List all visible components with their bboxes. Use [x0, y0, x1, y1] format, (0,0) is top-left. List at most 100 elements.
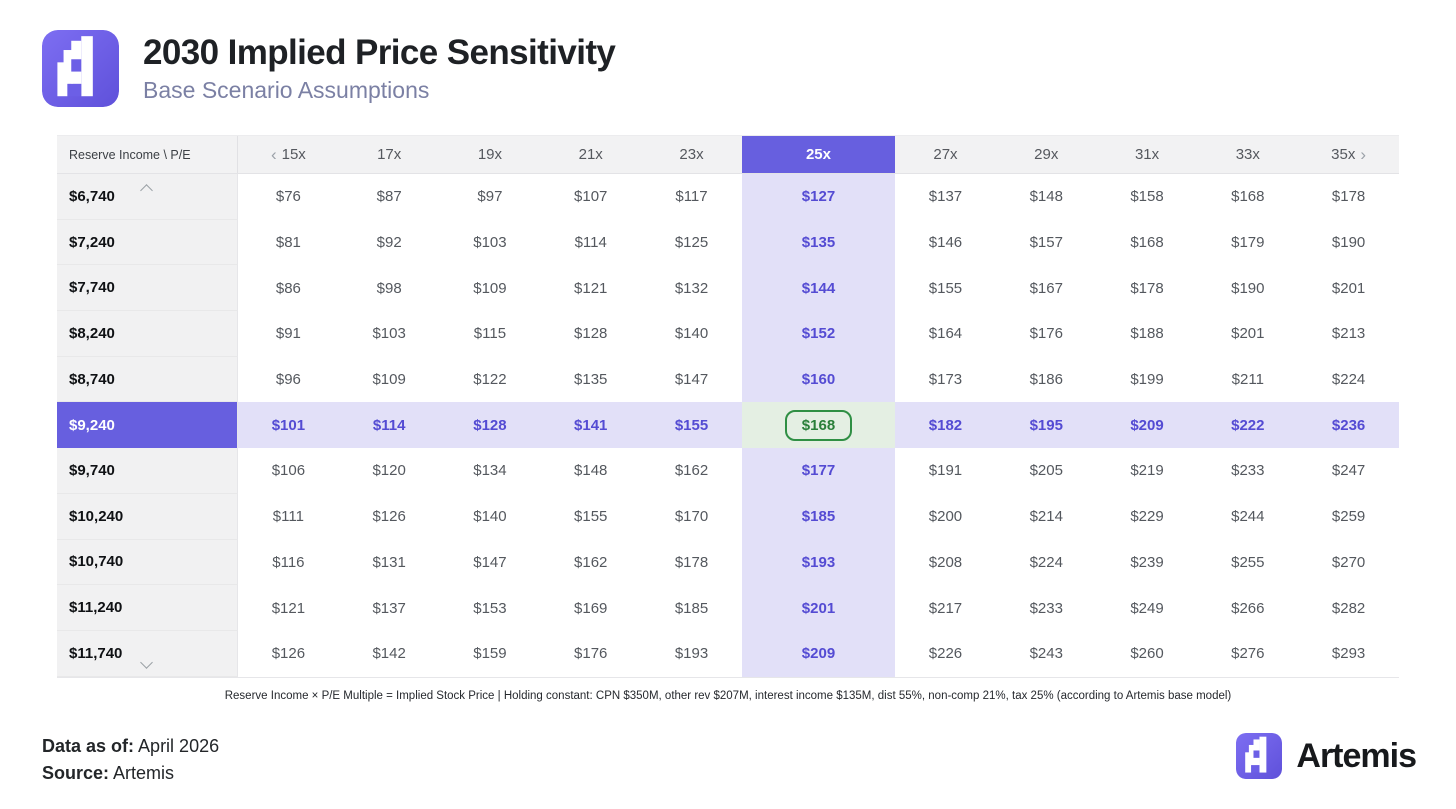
table-cell[interactable]: $134 [473, 462, 507, 480]
table-cell[interactable]: $97 [477, 188, 503, 206]
table-cell[interactable]: $122 [473, 371, 507, 389]
table-cell[interactable]: $159 [473, 645, 507, 663]
table-cell[interactable]: $270 [1331, 553, 1366, 571]
table-cell[interactable]: $128 [574, 325, 608, 343]
table-cell[interactable]: $114 [338, 402, 440, 449]
column-header-31x[interactable]: 31x [1097, 136, 1198, 173]
table-cell[interactable]: $193 [674, 645, 709, 663]
table-cell[interactable]: $168 [1231, 188, 1265, 206]
table-cell[interactable]: $219 [1130, 462, 1164, 480]
table-cell[interactable]: $236 [1298, 402, 1399, 449]
table-cell[interactable]: $188 [1130, 325, 1164, 343]
table-cell[interactable]: $259 [1331, 508, 1366, 526]
column-header-29x[interactable]: 29x [996, 136, 1097, 173]
table-cell[interactable]: $226 [928, 645, 963, 663]
table-cell[interactable]: $213 [1331, 325, 1366, 343]
table-cell[interactable]: $137 [928, 188, 963, 206]
table-cell[interactable]: $208 [928, 553, 963, 571]
table-cell[interactable]: $185 [674, 599, 709, 617]
row-label-10740[interactable]: $10,740 [57, 539, 238, 586]
table-cell[interactable]: $162 [674, 462, 709, 480]
table-cell[interactable]: $243 [1029, 645, 1063, 663]
table-cell[interactable]: $121 [271, 599, 306, 617]
table-cell[interactable]: $152 [741, 311, 896, 357]
table-cell[interactable]: $137 [372, 599, 406, 617]
column-header-19x[interactable]: 19x [440, 136, 541, 173]
table-cell[interactable]: $87 [376, 188, 402, 206]
table-cell[interactable]: $103 [473, 234, 507, 252]
table-cell[interactable]: $249 [1130, 599, 1164, 617]
table-cell[interactable]: $114 [574, 234, 607, 252]
table-cell[interactable]: $247 [1331, 462, 1366, 480]
table-cell[interactable]: $148 [1029, 188, 1063, 206]
table-cell[interactable]: $185 [741, 493, 896, 540]
table-cell[interactable]: $193 [741, 539, 896, 586]
table-cell[interactable]: $239 [1130, 553, 1164, 571]
table-cell[interactable]: $147 [674, 371, 709, 389]
table-cell[interactable]: $142 [372, 645, 406, 663]
table-cell[interactable]: $205 [1029, 462, 1063, 480]
row-label-11240[interactable]: $11,240 [57, 585, 238, 631]
table-cell[interactable]: $127 [741, 174, 896, 220]
table-cell[interactable]: $103 [372, 325, 406, 343]
table-cell[interactable]: $146 [928, 234, 963, 252]
table-cell[interactable]: $176 [1029, 325, 1063, 343]
table-cell[interactable]: $126 [271, 645, 306, 663]
table-cell[interactable]: $170 [674, 508, 709, 526]
row-label-8740[interactable]: $8,740 [57, 356, 238, 403]
row-label-8240[interactable]: $8,240 [57, 311, 238, 357]
table-cell[interactable]: $128 [439, 402, 541, 449]
column-header-21x[interactable]: 21x [540, 136, 641, 173]
table-cell[interactable]: $98 [376, 279, 402, 297]
row-label-6740[interactable]: $6,740 [57, 174, 238, 220]
table-cell[interactable]: $107 [574, 188, 608, 206]
table-cell[interactable]: $126 [372, 508, 406, 526]
column-header-15x[interactable]: ‹ 15x [238, 136, 339, 173]
table-cell[interactable]: $111 [272, 508, 304, 526]
table-cell[interactable]: $96 [275, 371, 301, 389]
table-cell[interactable]: $276 [1231, 645, 1265, 663]
table-cell[interactable]: $209 [1096, 402, 1198, 449]
table-cell[interactable]: $195 [995, 402, 1097, 449]
table-cell[interactable]: $190 [1231, 279, 1265, 297]
table-cell[interactable]: $158 [1130, 188, 1164, 206]
table-cell[interactable]: $109 [473, 279, 507, 297]
table-cell[interactable]: $260 [1130, 645, 1164, 663]
table-cell[interactable]: $222 [1197, 402, 1299, 449]
table-cell[interactable]: $132 [674, 279, 709, 297]
row-label-11740[interactable]: $11,740 [57, 630, 238, 677]
table-cell[interactable]: $91 [275, 325, 301, 343]
table-cell[interactable]: $157 [1029, 234, 1063, 252]
column-header-17x[interactable]: 17x [339, 136, 440, 173]
table-cell[interactable]: $148 [574, 462, 608, 480]
table-cell[interactable]: $191 [928, 462, 963, 480]
table-cell[interactable]: $201 [741, 585, 896, 631]
table-cell[interactable]: $131 [372, 553, 406, 571]
table-cell[interactable]: $101 [238, 402, 339, 449]
table-cell[interactable]: $109 [372, 371, 406, 389]
column-header-23x[interactable]: 23x [641, 136, 742, 173]
table-cell[interactable]: $255 [1231, 553, 1265, 571]
table-cell[interactable]: $147 [473, 553, 507, 571]
table-cell[interactable]: $160 [741, 356, 896, 403]
row-label-9740[interactable]: $9,740 [57, 448, 238, 494]
table-cell[interactable]: $282 [1331, 599, 1366, 617]
table-cell[interactable]: $201 [1331, 279, 1366, 297]
table-cell[interactable]: $164 [928, 325, 963, 343]
table-cell[interactable]: $177 [741, 448, 896, 494]
table-cell[interactable]: $168 [1130, 234, 1164, 252]
table-cell[interactable]: $141 [540, 402, 642, 449]
table-cell[interactable]: $155 [928, 279, 963, 297]
table-cell[interactable]: $209 [741, 630, 896, 677]
table-cell[interactable]: $135 [574, 371, 608, 389]
table-cell[interactable]: $81 [275, 234, 301, 252]
table-cell[interactable]: $169 [574, 599, 608, 617]
table-cell[interactable]: $155 [574, 508, 608, 526]
table-cell[interactable]: $117 [675, 188, 708, 206]
highlighted-cell[interactable]: $168 [741, 402, 896, 449]
column-header-33x[interactable]: 33x [1197, 136, 1298, 173]
table-cell[interactable]: $140 [473, 508, 507, 526]
table-cell[interactable]: $173 [928, 371, 963, 389]
scroll-up-icon[interactable] [142, 184, 152, 194]
table-cell[interactable]: $233 [1029, 599, 1063, 617]
